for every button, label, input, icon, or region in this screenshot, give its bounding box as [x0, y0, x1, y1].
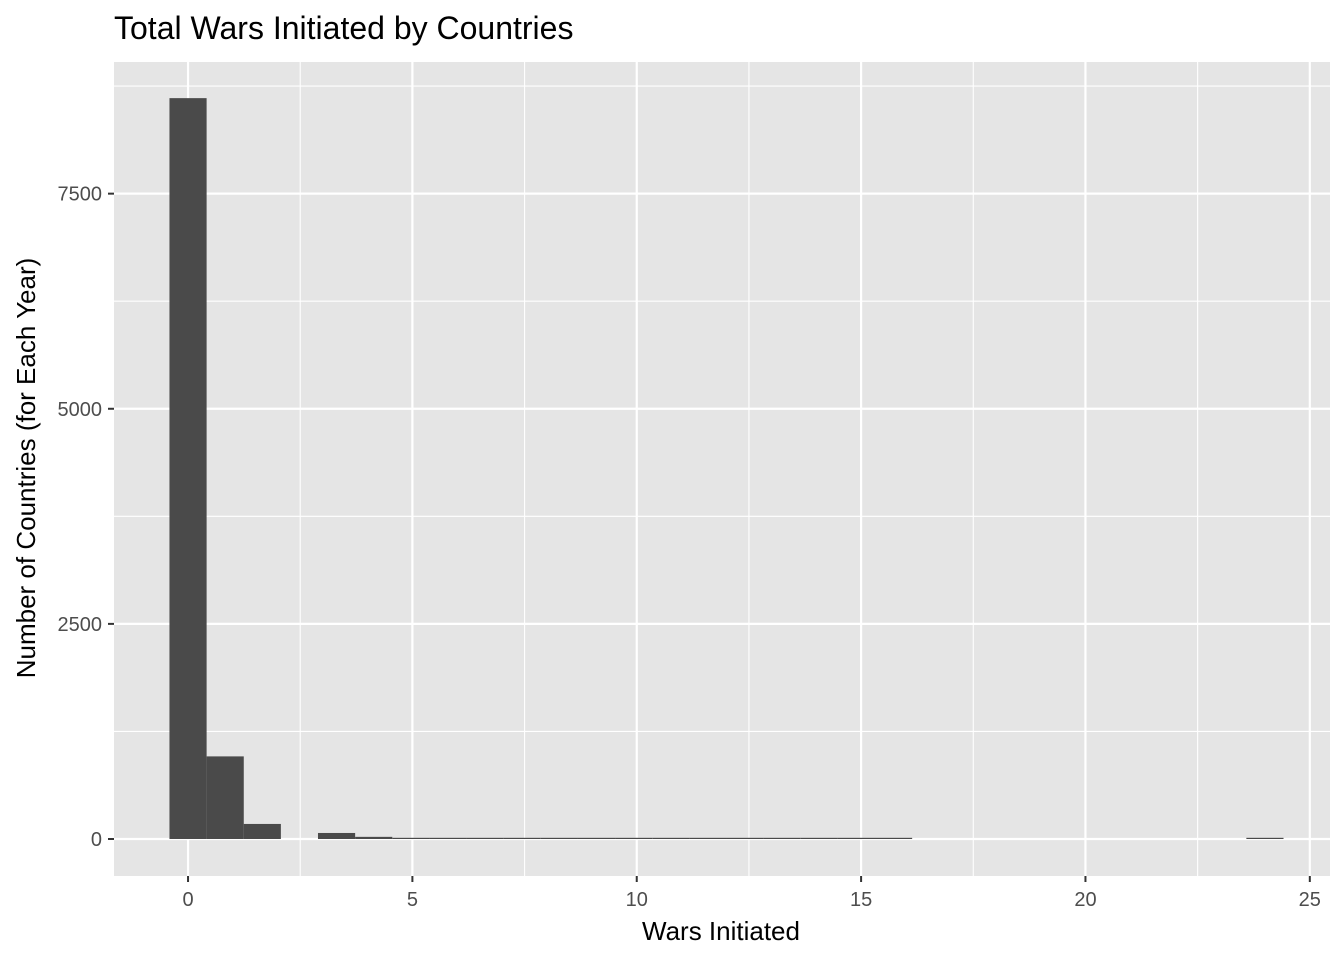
- y-axis-label: Number of Countries (for Each Year): [11, 258, 41, 679]
- histogram-bar: [206, 756, 244, 839]
- y-tick-label: 5000: [58, 399, 103, 421]
- y-tick-label: 7500: [58, 184, 103, 206]
- histogram-bar: [615, 837, 653, 839]
- histogram-bar: [355, 836, 393, 839]
- histogram-bar: [243, 823, 281, 839]
- y-axis: 0 2500 5000 7500: [58, 184, 114, 851]
- histogram-bar: [169, 98, 207, 840]
- histogram-bar: [503, 837, 541, 839]
- chart-title: Total Wars Initiated by Countries: [114, 10, 573, 46]
- y-tick-label: 2500: [58, 614, 103, 636]
- x-tick-label: 5: [407, 889, 418, 911]
- histogram-bar: [392, 837, 430, 839]
- histogram-bar: [1246, 837, 1284, 839]
- histogram-bars: [169, 98, 1284, 840]
- histogram-bar: [317, 832, 356, 839]
- x-tick-label: 10: [626, 889, 648, 911]
- minor-gridlines: [114, 62, 1330, 876]
- histogram-bar: [429, 837, 467, 839]
- x-tick-label: 25: [1299, 889, 1321, 911]
- histogram-bar: [466, 837, 504, 839]
- histogram-bar: [577, 837, 616, 839]
- x-axis: 0 5 10 15 20 25: [182, 876, 1321, 911]
- histogram-bar: [652, 837, 690, 839]
- x-tick-label: 15: [850, 889, 872, 911]
- histogram-bar: [540, 837, 578, 839]
- x-tick-label: 20: [1074, 889, 1096, 911]
- histogram-bar: [763, 837, 801, 839]
- histogram-bar: [689, 837, 727, 839]
- histogram-bar: [800, 837, 838, 839]
- histogram-bar: [837, 837, 876, 839]
- histogram-bar: [875, 837, 913, 839]
- x-axis-label: Wars Initiated: [642, 916, 800, 946]
- plot-panel: [114, 62, 1330, 876]
- histogram-bar: [726, 837, 764, 839]
- x-tick-label: 0: [182, 889, 193, 911]
- y-tick-label: 0: [91, 829, 102, 851]
- major-gridlines: [114, 62, 1330, 876]
